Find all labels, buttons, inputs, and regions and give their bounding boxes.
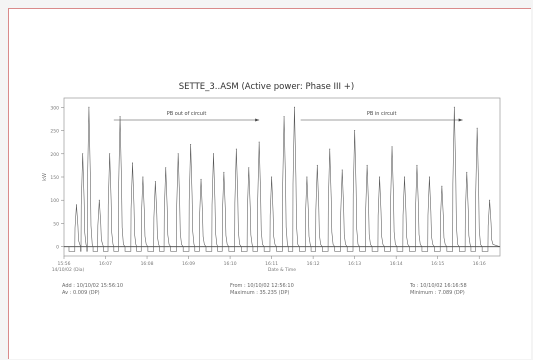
y-tick-label: 250 <box>50 129 59 135</box>
y-tick-label: 300 <box>50 105 59 111</box>
data-point <box>177 153 179 155</box>
x-tick-label: 16:11 <box>265 261 278 267</box>
data-point <box>403 176 405 178</box>
y-tick-label: 50 <box>53 221 59 227</box>
data-point <box>165 167 167 169</box>
data-point <box>306 176 308 178</box>
x-tick-label: 16:07 <box>99 261 112 267</box>
footer-right-line2: Minimum : 7.089 (DP) <box>410 290 465 296</box>
plot-frame <box>63 97 501 257</box>
data-point <box>466 171 468 173</box>
data-point <box>132 162 134 164</box>
x-tick-label: 16:10 <box>224 261 237 267</box>
data-point <box>88 106 90 108</box>
x-tick-label: 16:12 <box>307 261 320 267</box>
data-point <box>119 116 121 118</box>
data-point <box>212 153 214 155</box>
data-point <box>154 181 156 183</box>
data-point <box>354 130 356 132</box>
data-point <box>258 141 260 143</box>
x-tick-label: 16:09 <box>182 261 195 267</box>
y-tick-label: 100 <box>50 198 59 204</box>
x-tick-label: 16:13 <box>348 261 361 267</box>
data-point <box>316 164 318 166</box>
data-point <box>190 143 192 145</box>
annotation-arrowhead <box>458 118 463 122</box>
data-point <box>235 148 237 150</box>
chart-title: SETTE_3..ASM (Active power: Phase III +) <box>178 82 355 92</box>
footer-center: From : 10/10/02 12:56:10 Maximum : 35.23… <box>230 283 294 297</box>
data-point <box>293 106 295 108</box>
y-tick-label: 0 <box>56 245 59 251</box>
data-point <box>476 127 478 129</box>
footer-center-line1: From : 10/10/02 12:56:10 <box>230 283 294 289</box>
y-axis-label: kW <box>42 173 48 181</box>
x-start-sublabel: 14/10/02 (Dia) <box>52 267 85 273</box>
x-start-label: 15:56 <box>58 261 71 267</box>
x-tick-label: 16:08 <box>141 261 154 267</box>
annotation-label: PB out of circuit <box>167 111 207 117</box>
series-line <box>64 107 501 252</box>
data-point <box>223 171 225 173</box>
data-point <box>341 169 343 171</box>
data-point <box>453 106 455 108</box>
footer-left: Add : 10/10/02 15:56:10 Av : 0.009 (DP) <box>62 283 123 297</box>
footer-right: To : 10/10/02 16:16:58 Minimum : 7.089 (… <box>410 283 467 297</box>
x-tick-label: 16:15 <box>431 261 444 267</box>
data-point <box>416 164 418 166</box>
data-point <box>441 185 443 187</box>
x-tick-label: 16:16 <box>473 261 486 267</box>
data-point <box>379 176 381 178</box>
data-point <box>142 176 144 178</box>
data-point <box>283 116 285 118</box>
data-point <box>200 178 202 180</box>
data-point <box>391 146 393 148</box>
data-point <box>271 176 273 178</box>
footer-center-line2: Maximum : 35.235 (DP) <box>230 290 290 296</box>
footer-right-line1: To : 10/10/02 16:16:58 <box>410 283 467 289</box>
data-point <box>329 148 331 150</box>
y-tick-label: 200 <box>50 152 59 158</box>
footer-left-line2: Av : 0.009 (DP) <box>62 290 100 296</box>
data-point <box>248 167 250 169</box>
data-point <box>109 153 111 155</box>
data-point <box>489 199 491 201</box>
x-tick-label: 16:14 <box>390 261 403 267</box>
annotation-arrowhead <box>255 118 260 122</box>
data-point <box>75 204 77 206</box>
data-point <box>366 164 368 166</box>
footer-left-line1: Add : 10/10/02 15:56:10 <box>62 283 124 289</box>
y-tick-label: 150 <box>50 175 59 181</box>
data-point <box>428 176 430 178</box>
annotation-label: PB in circuit <box>367 111 397 117</box>
data-point <box>98 199 100 201</box>
data-point <box>82 153 84 155</box>
x-axis-label: Date & Time <box>268 267 296 273</box>
